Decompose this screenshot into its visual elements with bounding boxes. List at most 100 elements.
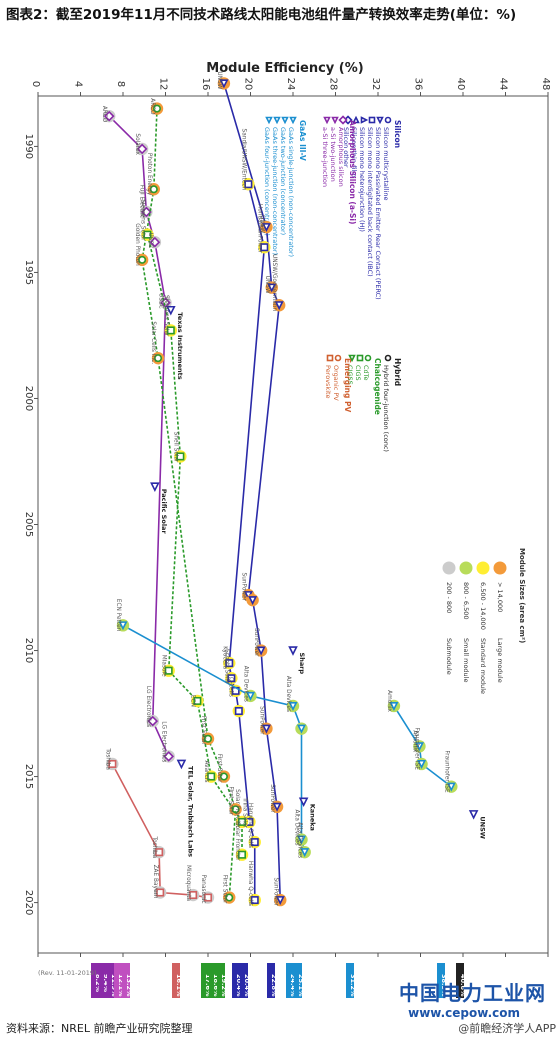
record-bar <box>201 963 209 998</box>
data-point <box>163 751 175 762</box>
data-point <box>176 759 187 770</box>
point-label: Trina Solar <box>241 796 247 828</box>
data-point <box>189 891 198 900</box>
legend-marker <box>384 116 392 124</box>
chart-title: Module Efficiency (%) <box>206 61 363 76</box>
data-point <box>261 223 271 233</box>
size-legend-swatch <box>493 561 507 575</box>
legend-heading: Emerging PV <box>343 358 352 412</box>
record-bar <box>456 963 464 998</box>
record-value: 20.4% <box>235 974 243 997</box>
series-line <box>146 234 243 855</box>
point-label: SunPower <box>269 784 275 813</box>
page-title: 图表2：截至2019年11月不同技术路线太阳能电池组件量产转换效率走势(单位：%… <box>6 7 517 23</box>
source-note: 资料来源：NREL 前瞻产业研究院整理 <box>6 1022 193 1035</box>
data-point <box>204 734 213 743</box>
record-bar <box>267 963 275 998</box>
point-label: UNSW <box>258 215 264 233</box>
size-legend-name: Large module <box>496 638 504 683</box>
data-point <box>219 772 228 781</box>
point-label: Microquanta <box>185 865 191 901</box>
data-point <box>118 621 128 631</box>
point-label: Siemens Solar <box>139 199 145 241</box>
data-point <box>136 143 148 155</box>
legend-marker <box>323 116 331 125</box>
efficiency-chart: Module Efficiency (%) 0 4 8 12 16 20 24 28 32 36 4… <box>23 61 551 998</box>
record-bar <box>122 963 130 998</box>
data-point <box>261 724 271 734</box>
data-point <box>108 759 117 768</box>
point-label: Sharp <box>298 653 306 675</box>
x-tick-label: 0 <box>30 81 41 87</box>
data-point <box>149 185 158 194</box>
size-legend-swatch <box>442 561 456 575</box>
data-point <box>267 283 277 293</box>
point-label: USSC <box>147 233 153 249</box>
x-tick-label: 16 <box>200 78 211 91</box>
size-legend-range: 6,500 - 14,000 <box>479 582 487 630</box>
data-point <box>141 206 152 218</box>
point-label: Honda/SunPower <box>256 204 262 254</box>
record-value: 24.4% <box>289 974 297 997</box>
x-tick-label: 36 <box>413 78 424 91</box>
legend-marker <box>331 116 339 125</box>
data-point <box>143 230 152 239</box>
record-bar <box>294 963 302 998</box>
data-point <box>260 243 269 252</box>
point-label: Alta Devices <box>294 809 300 845</box>
y-tick-label: 2020 <box>23 890 34 915</box>
series-layer <box>102 77 479 907</box>
point-label: Alta Devices <box>297 822 303 858</box>
size-legend-swatch <box>476 561 490 575</box>
y-tick-label: 2005 <box>23 512 34 537</box>
data-point <box>246 691 255 701</box>
record-bar <box>172 963 180 998</box>
point-label: Panasonic <box>200 874 206 903</box>
point-label: Photon Energy <box>146 153 152 196</box>
watermark-main: 中国电力工业网 <box>399 981 546 1005</box>
data-point <box>176 452 185 461</box>
x-tick-label: 24 <box>285 78 296 91</box>
legend-item: CIGSS <box>346 365 354 385</box>
data-point <box>288 646 298 656</box>
size-legend-range: > 14,000 <box>496 582 504 612</box>
point-label: Amonix <box>386 690 392 712</box>
data-point <box>166 305 176 316</box>
data-point <box>275 896 285 906</box>
data-point <box>414 742 424 752</box>
point-label: Golden Photon <box>134 223 140 266</box>
legend-marker <box>338 115 348 125</box>
x-tick-label: 8 <box>115 81 126 87</box>
data-point <box>204 893 213 902</box>
point-label: SunPower <box>272 878 278 907</box>
record-strip: 8.2%9.4%11.9%12.1%13.2%16.1%17.6%18.6%19… <box>91 963 467 998</box>
legend-marker <box>376 116 384 125</box>
point-label: Fuji Electric <box>138 185 144 218</box>
point-label: Kyocera <box>221 646 227 669</box>
legend-marker <box>326 354 334 362</box>
legend-heading: Silicon <box>393 120 402 148</box>
point-label: LG Electronics <box>161 721 167 762</box>
x-tick-label: 44 <box>498 78 509 91</box>
point-label: Alta Devices <box>243 666 249 702</box>
legend-item: Perovskite <box>324 365 332 399</box>
data-point <box>468 810 479 820</box>
x-tick-label: 28 <box>328 78 339 91</box>
size-legend-range: 800 - 6,500 <box>462 582 470 620</box>
record-value: 18.6% <box>212 974 220 997</box>
point-label: Toshiba <box>104 747 110 770</box>
point-label: First Solar <box>200 716 206 745</box>
legend-item: Silicon mono Passivated Emitter Rear Con… <box>374 127 382 300</box>
legend-heading: Chalcogenide <box>373 358 382 415</box>
point-label: SunPower <box>253 628 259 657</box>
record-value: 16.1% <box>175 974 183 997</box>
data-point <box>446 782 456 792</box>
point-label: Solarex <box>134 133 140 155</box>
point-label: LG Electronics <box>145 686 151 727</box>
data-point <box>297 724 306 734</box>
point-label: UNSW/Gochermann <box>271 254 277 312</box>
point-label: Q-cells <box>228 677 234 697</box>
data-point <box>219 79 229 89</box>
record-value: 8.2% <box>94 974 102 993</box>
legend-marker <box>364 354 372 362</box>
